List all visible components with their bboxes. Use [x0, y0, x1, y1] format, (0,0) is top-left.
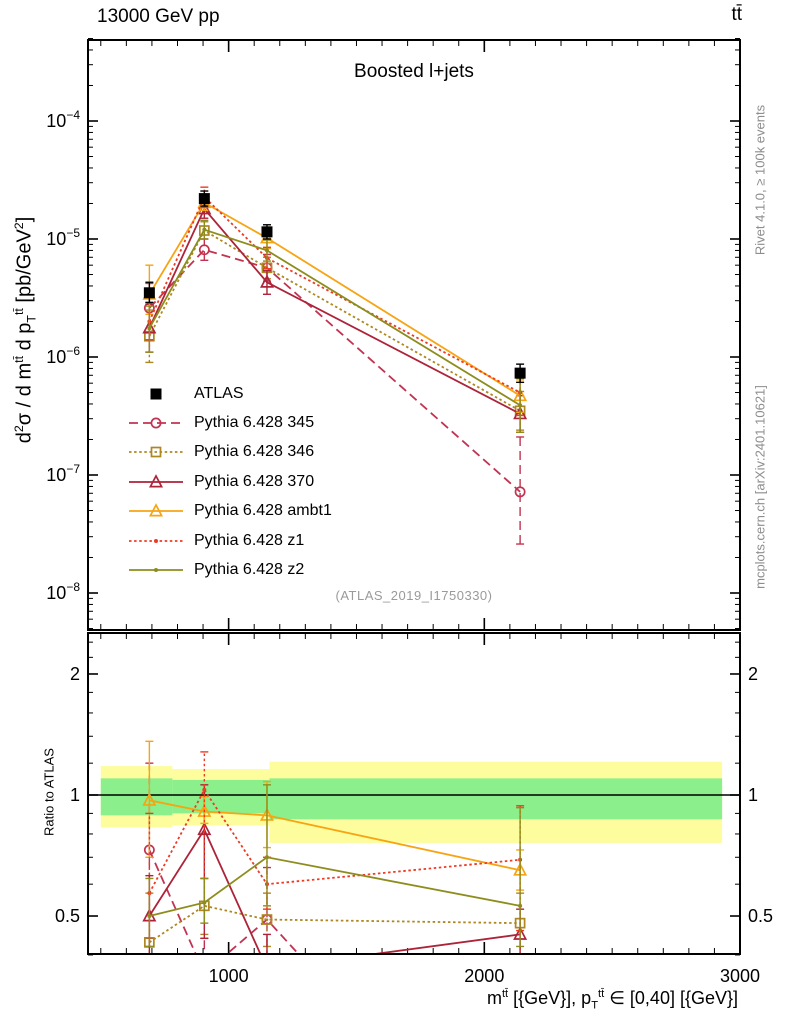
svg-text:0.5: 0.5	[748, 906, 773, 926]
rivet-version-note: Rivet 4.1.0, ≥ 100k events	[752, 104, 768, 256]
legend-item-pythia-346: Pythia 6.428 346	[127, 438, 332, 467]
legend: ATLAS Pythia 6.428 345 Pythia 6.428 346 …	[127, 379, 332, 585]
svg-text:10−6: 10−6	[46, 344, 80, 367]
legend-item-pythia-ambt1: Pythia 6.428 ambt1	[127, 497, 332, 526]
series-main-6	[145, 219, 525, 434]
legend-item-pythia-z1: Pythia 6.428 z1	[127, 526, 332, 555]
legend-label: Pythia 6.428 z1	[194, 531, 305, 549]
ratio-panel-frame	[87, 632, 741, 955]
svg-text:1: 1	[748, 785, 758, 805]
ratio-uncertainty-bands	[100, 761, 723, 843]
tick-labels: 10−4 10−5 10−6 10−7 10−8 0.5 0.5 1 1 2 2 1000 2000 30…	[46, 108, 773, 986]
svg-text:1: 1	[70, 785, 80, 805]
main-panel-frame	[87, 39, 741, 631]
legend-marker-pythia-z2	[129, 568, 183, 573]
legend-item-atlas: ATLAS	[127, 379, 332, 408]
legend-label: Pythia 6.428 z2	[194, 561, 305, 579]
series-ratio-6	[145, 784, 525, 948]
legend-marker-pythia-370	[129, 474, 183, 488]
svg-text:10−8: 10−8	[46, 580, 80, 603]
legend-label: Pythia 6.428 370	[194, 472, 315, 490]
legend-marker-atlas	[150, 388, 162, 400]
svg-text:10−4: 10−4	[46, 108, 80, 131]
x-axis-label: mtt̄ [{GeV}], pTtt̄ ∈ [0,40] [{GeV}]	[486, 988, 738, 1012]
process-label: tt̄	[731, 4, 742, 25]
analysis-id-watermark: (ATLAS_2019_I1750330)	[335, 588, 493, 603]
plot-title: Boosted l+jets	[354, 61, 474, 82]
svg-text:3000: 3000	[720, 966, 760, 986]
legend-item-pythia-345: Pythia 6.428 345	[127, 408, 332, 437]
series-main-atlas	[143, 190, 526, 384]
legend-marker-pythia-346	[129, 447, 183, 458]
mcplots-arxiv-note: mcplots.cern.ch [arXiv:2401.10621]	[752, 385, 768, 589]
legend-label: Pythia 6.428 ambt1	[194, 502, 332, 520]
legend-label: Pythia 6.428 345	[194, 414, 315, 432]
legend-label: ATLAS	[194, 384, 244, 402]
svg-text:10−7: 10−7	[46, 462, 80, 485]
svg-text:2: 2	[70, 664, 80, 684]
legend-item-pythia-z2: Pythia 6.428 z2	[127, 555, 332, 584]
svg-text:10−5: 10−5	[46, 226, 80, 249]
svg-text:2: 2	[748, 664, 758, 684]
legend-label: Pythia 6.428 346	[194, 443, 315, 461]
svg-text:0.5: 0.5	[55, 906, 80, 926]
y-axis-label-ratio: Ratio to ATLAS	[41, 748, 57, 836]
y-axis-label-main: d2σ / d mtt̄ d pTtt̄ [pb/GeV2]	[11, 216, 39, 444]
legend-marker-pythia-ambt1	[129, 503, 183, 517]
svg-text:2000: 2000	[464, 966, 504, 986]
svg-text:1000: 1000	[209, 966, 249, 986]
legend-item-pythia-370: Pythia 6.428 370	[127, 467, 332, 496]
legend-marker-pythia-z1	[129, 538, 183, 543]
legend-marker-pythia-345	[129, 417, 183, 429]
beam-energy-label: 13000 GeV pp	[97, 6, 220, 27]
